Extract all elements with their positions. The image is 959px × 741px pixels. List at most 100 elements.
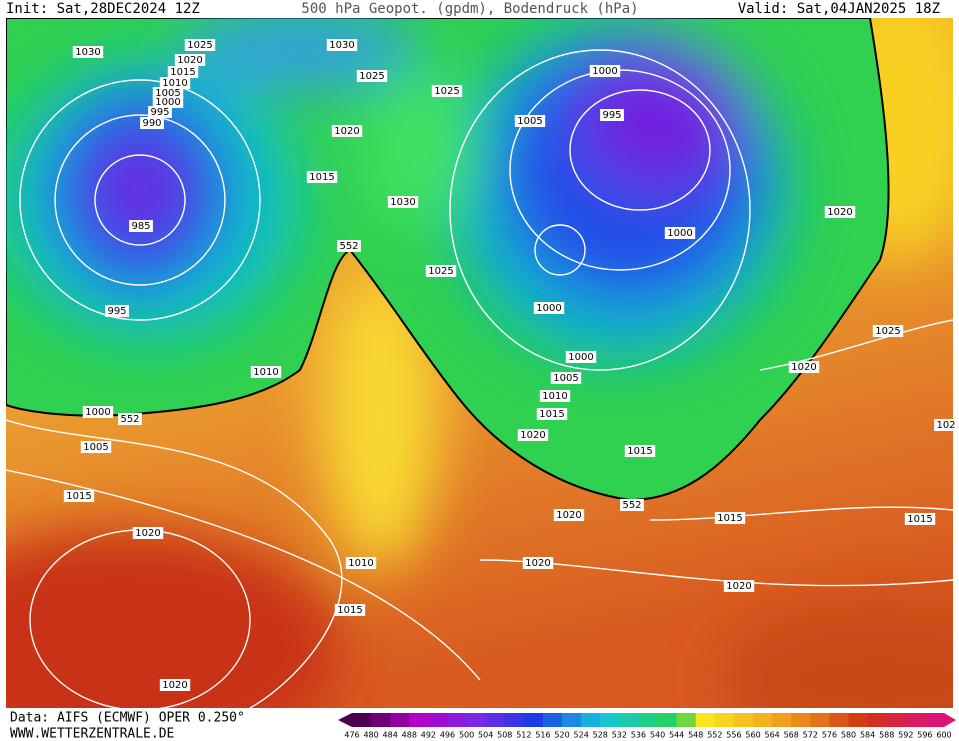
label-box — [326, 39, 358, 51]
colorbar-label: 536 — [631, 731, 646, 740]
isobar-label: 1005 — [553, 373, 578, 384]
colorbar-label: 572 — [803, 731, 818, 740]
label-box — [152, 96, 184, 108]
isobar-label: 1015 — [170, 67, 195, 78]
isobar-label: 1010 — [348, 558, 373, 569]
label-box — [334, 604, 366, 616]
label-box — [788, 361, 820, 373]
isobar-label: 1020 — [726, 581, 751, 592]
label-box — [517, 429, 549, 441]
label-box — [174, 54, 206, 66]
label-box — [250, 366, 282, 378]
colorbar-label: 504 — [478, 731, 493, 740]
colorbar-swatch — [447, 713, 468, 727]
colorbar-swatch — [428, 713, 448, 727]
label-box — [533, 302, 565, 314]
isobar-labels: 1030102510201015101010051000995990985995… — [63, 39, 958, 691]
colorbar-swatch — [485, 713, 506, 727]
colorbar-label: 592 — [898, 731, 913, 740]
colorbar-swatch — [886, 713, 907, 727]
colorbar-label: 540 — [650, 731, 665, 740]
colorbar-label: 560 — [745, 731, 760, 740]
colorbar: 476 480 484 488 492 496 500 504 508 512 516 520 524 5… — [338, 713, 956, 740]
colorbar-label: 584 — [860, 731, 875, 740]
isobar-label: 1000 — [155, 97, 180, 108]
isobar-label: 1020 — [520, 430, 545, 441]
isobar-label: 102 — [936, 420, 955, 431]
colorbar-swatch — [714, 713, 735, 727]
colorbar-label: 476 — [344, 731, 359, 740]
site-url: WWW.WETTERZENTRALE.DE — [10, 727, 174, 741]
isobar-label: 1015 — [717, 513, 742, 524]
label-box — [514, 115, 546, 127]
colorbar-swatch — [733, 713, 754, 727]
isobar-label: 995 — [150, 107, 169, 118]
label-box — [159, 77, 191, 89]
label-box — [522, 557, 554, 569]
isobar-label: 1020 — [334, 126, 359, 137]
colorbar-swatch — [390, 713, 410, 727]
isobar-label: 1030 — [329, 40, 354, 51]
isobar-label: 1030 — [390, 197, 415, 208]
colorbar-label: 588 — [879, 731, 894, 740]
label-box — [624, 445, 656, 457]
colorbar-label: 516 — [535, 731, 550, 740]
isobar-label: 552 — [622, 500, 641, 511]
colorbar-label: 568 — [784, 731, 799, 740]
colorbar-label: 508 — [497, 731, 512, 740]
label-box — [536, 408, 568, 420]
label-box — [723, 580, 755, 592]
colorbar-label: 520 — [554, 731, 569, 740]
colorbar-label: 580 — [841, 731, 856, 740]
isobar-label: 552 — [120, 414, 139, 425]
isobar-label: 1015 — [539, 409, 564, 420]
colorbar-swatch — [924, 713, 945, 727]
isobar-label: 1020 — [556, 510, 581, 521]
colorbar-label: 512 — [516, 731, 531, 740]
colorbar-label: 528 — [593, 731, 608, 740]
label-box — [118, 413, 142, 425]
label-box — [539, 390, 571, 402]
colorbar-end — [338, 713, 352, 727]
colorbar-label: 492 — [421, 731, 436, 740]
colorbar-label: 524 — [574, 731, 589, 740]
label-box — [82, 406, 114, 418]
colorbar-swatch — [905, 713, 926, 727]
label-box — [550, 372, 582, 384]
label-box — [356, 70, 388, 82]
colorbar-swatch — [657, 713, 678, 727]
colorbar-swatch — [848, 713, 869, 727]
isobar-label: 1000 — [85, 407, 110, 418]
label-box — [184, 39, 216, 51]
colorbar-label: 600 — [936, 731, 951, 740]
colorbar-swatch — [829, 713, 850, 727]
colorbar-label: 488 — [402, 731, 417, 740]
isobar-label: 1025 — [434, 86, 459, 97]
label-box — [72, 46, 104, 58]
isobars — [6, 49, 953, 708]
colorbar-label: 500 — [459, 731, 474, 740]
label-box — [337, 240, 361, 252]
colorbar-label: 496 — [440, 731, 455, 740]
label-box — [589, 65, 621, 77]
label-box — [129, 220, 153, 232]
valid-time: Valid: Sat,04JAN2025 18Z — [738, 1, 940, 17]
label-box — [872, 325, 904, 337]
isobar-label: 1020 — [827, 207, 852, 218]
label-box — [565, 351, 597, 363]
isobar-label: 1000 — [667, 228, 692, 239]
colorbar-swatch — [619, 713, 639, 727]
isobar-label: 1000 — [568, 352, 593, 363]
isobar-label: 985 — [131, 221, 150, 232]
label-box — [824, 206, 856, 218]
label-box — [714, 512, 746, 524]
isobar-label: 1005 — [155, 88, 180, 99]
isobar-label: 1020 — [177, 55, 202, 66]
label-box — [132, 527, 164, 539]
isobar-label: 1010 — [542, 391, 567, 402]
colorbar-swatch — [352, 713, 372, 727]
isobar-label: 1025 — [428, 266, 453, 277]
colorbar-end — [944, 713, 956, 727]
